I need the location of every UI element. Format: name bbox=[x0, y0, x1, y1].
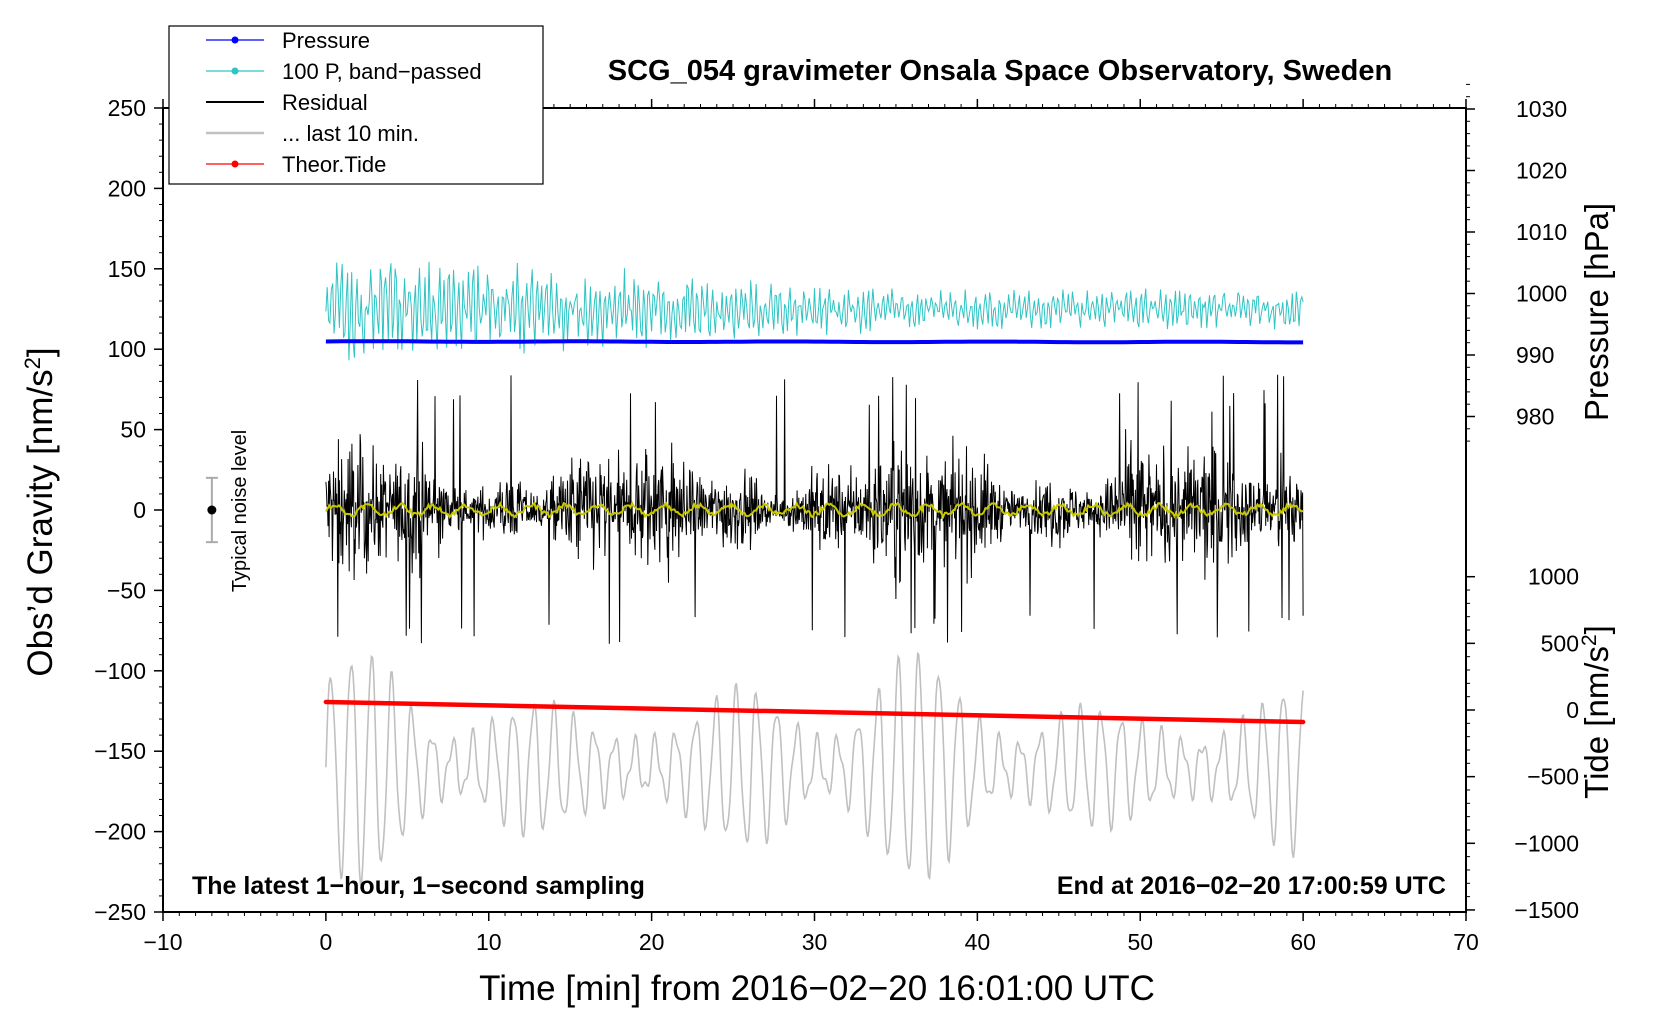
y-tick-label: −50 bbox=[107, 577, 146, 603]
legend-label-residual: Residual bbox=[282, 90, 368, 115]
pressure-axis-ticks: 980 990 1000 1010 1020 1030 bbox=[1466, 96, 1567, 430]
tide-tick-label: −500 bbox=[1527, 764, 1579, 790]
y-tick-label: 200 bbox=[108, 175, 146, 201]
x-tick-label: 60 bbox=[1290, 929, 1316, 955]
y-tick-label: 150 bbox=[108, 256, 146, 282]
x-tick-label: 10 bbox=[476, 929, 502, 955]
y-tick-label: −250 bbox=[94, 899, 146, 925]
tide-axis-ticks: −1500 −1000 −500 0 500 1000 bbox=[1466, 564, 1579, 923]
x-axis-ticks: −10 0 10 20 30 40 50 60 70 bbox=[143, 99, 1479, 955]
y-tick-label: −200 bbox=[94, 819, 146, 845]
annotation-end-time: End at 2016−02−20 17:00:59 UTC bbox=[1057, 872, 1446, 900]
chart-title: SCG_054 gravimeter Onsala Space Observat… bbox=[608, 55, 1392, 87]
pressure-tick-label: 1020 bbox=[1516, 158, 1567, 184]
series-layer bbox=[323, 261, 1306, 886]
noise-level-label: Typical noise level bbox=[229, 430, 251, 592]
legend-marker-bandpassed bbox=[231, 67, 239, 75]
x-tick-label: 40 bbox=[965, 929, 991, 955]
pressure-tick-label: 980 bbox=[1516, 404, 1554, 430]
y-tick-label: 50 bbox=[120, 417, 146, 443]
x-tick-label: −10 bbox=[143, 929, 182, 955]
y-axis-ticks: −250 −200 −150 −100 −50 0 50 100 150 200 250 bbox=[94, 95, 163, 925]
y-tick-label: 250 bbox=[108, 95, 146, 121]
x-axis-label: Time [min] from 2016−02−20 16:01:00 UTC bbox=[479, 969, 1155, 1008]
series-pressure bbox=[325, 339, 1304, 345]
tide-tick-label: 500 bbox=[1541, 630, 1579, 656]
y-axis-label-left: Obs’d Gravity [nm/s2] bbox=[20, 347, 60, 676]
x-tick-label: 0 bbox=[319, 929, 332, 955]
series-last-10-min bbox=[325, 651, 1304, 886]
legend-label-bandpassed: 100 P, band−passed bbox=[282, 59, 482, 84]
tide-tick-label: 1000 bbox=[1528, 564, 1579, 590]
noise-dot bbox=[207, 505, 217, 515]
y-tick-label: 100 bbox=[108, 336, 146, 362]
y-tick-label: 0 bbox=[133, 497, 146, 523]
annotation-sampling: The latest 1−hour, 1−second sampling bbox=[192, 872, 645, 900]
tide-tick-label: −1000 bbox=[1514, 830, 1579, 856]
legend-marker-pressure bbox=[231, 36, 239, 44]
y-axis-label-tide: Tide [nm/s2] bbox=[1578, 625, 1615, 799]
x-tick-label: 20 bbox=[639, 929, 665, 955]
pressure-tick-label: 990 bbox=[1516, 342, 1554, 368]
y-tick-label: −150 bbox=[94, 738, 146, 764]
legend: Pressure 100 P, band−passed Residual ...… bbox=[168, 25, 544, 185]
x-tick-label: 50 bbox=[1127, 929, 1153, 955]
series-theor-tide bbox=[323, 699, 1306, 725]
pressure-tick-label: 1030 bbox=[1516, 96, 1567, 122]
legend-label-tide: Theor.Tide bbox=[282, 152, 386, 177]
x-tick-label: 70 bbox=[1453, 929, 1479, 955]
tide-tick-label: −1500 bbox=[1514, 897, 1579, 923]
pressure-tick-label: 1000 bbox=[1516, 281, 1567, 307]
series-bandpassed bbox=[325, 261, 1304, 361]
x-tick-label: 30 bbox=[802, 929, 828, 955]
y-tick-label: −100 bbox=[94, 658, 146, 684]
legend-box bbox=[168, 25, 544, 185]
y-axis-label-pressure: Pressure [hPa] bbox=[1578, 203, 1615, 421]
noise-level-indicator bbox=[205, 476, 218, 544]
legend-marker-tide bbox=[231, 160, 239, 168]
series-residual-smoothed bbox=[325, 500, 1304, 520]
legend-label-pressure: Pressure bbox=[282, 28, 370, 53]
pressure-tick-label: 1010 bbox=[1516, 219, 1567, 245]
series-residual bbox=[325, 374, 1304, 644]
tide-tick-label: 0 bbox=[1566, 697, 1579, 723]
legend-label-last10: ... last 10 min. bbox=[282, 121, 419, 146]
